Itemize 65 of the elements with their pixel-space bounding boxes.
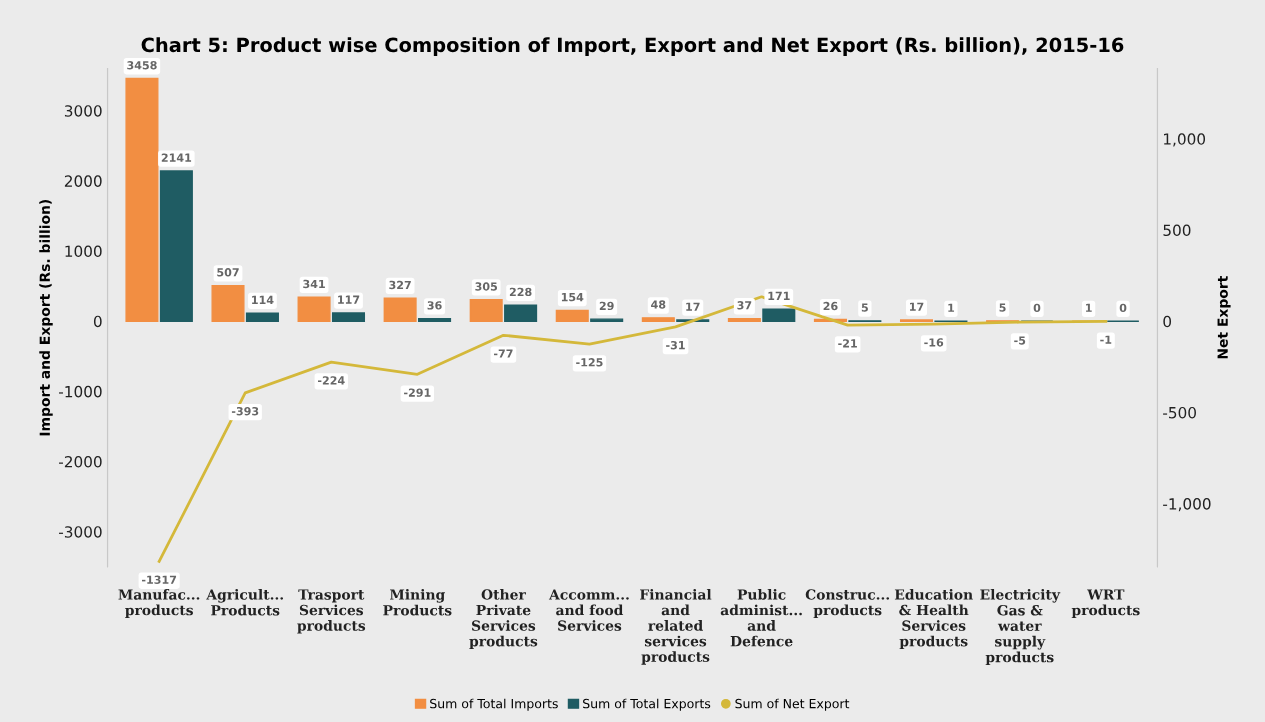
data-label: 3458 bbox=[127, 61, 157, 70]
y2-tick-label: -500 bbox=[1163, 406, 1196, 419]
data-label: -125 bbox=[576, 358, 603, 367]
y-tick-label: 2000 bbox=[64, 175, 102, 187]
x-tick-label: Agricult... Products bbox=[206, 588, 284, 616]
data-label: 341 bbox=[303, 279, 325, 289]
data-label: 2141 bbox=[161, 153, 192, 162]
data-label: -1 bbox=[1100, 335, 1112, 344]
x-tick-label: Electricity Gas & water supply products bbox=[980, 588, 1061, 666]
data-label: -16 bbox=[924, 338, 944, 347]
y2-tick-label: 1,000 bbox=[1164, 133, 1206, 147]
data-label: 114 bbox=[252, 295, 274, 304]
data-label: 228 bbox=[509, 287, 532, 297]
data-label: 1 bbox=[948, 303, 955, 312]
y2-tick-label: -1,000 bbox=[1163, 498, 1211, 512]
data-label: 5 bbox=[861, 303, 868, 312]
legend-label: Sum of Net Export bbox=[735, 698, 850, 711]
x-tick-label: WRT products bbox=[1071, 589, 1140, 618]
data-label: 0 bbox=[1119, 303, 1127, 313]
data-label: 0 bbox=[1033, 303, 1041, 313]
data-label: 5 bbox=[999, 303, 1006, 312]
y-tick-label: 1000 bbox=[65, 245, 102, 258]
x-tick-label: Trasport Services products bbox=[297, 589, 366, 634]
x-tick-label: Construc... products bbox=[805, 589, 890, 618]
y2-tick-label: 500 bbox=[1163, 224, 1191, 237]
y2-axis-title: Net Export bbox=[1217, 276, 1231, 359]
data-label: 48 bbox=[651, 300, 666, 309]
data-label: 26 bbox=[823, 301, 838, 311]
data-label: 171 bbox=[768, 291, 790, 300]
data-label: -393 bbox=[231, 407, 259, 416]
y2-tick-label: 0 bbox=[1163, 315, 1172, 328]
data-label: -291 bbox=[404, 388, 431, 397]
data-label: -31 bbox=[666, 340, 685, 350]
y-tick-label: -1000 bbox=[59, 385, 102, 398]
chart-title: Chart 5: Product wise Composition of Import, Export and Net Export (Rs. billion), 2015-16 bbox=[141, 37, 1124, 56]
y-tick-label: -3000 bbox=[59, 526, 102, 538]
x-tick-label: Other Private Services products bbox=[469, 588, 538, 650]
y-tick-label: -2000 bbox=[59, 455, 102, 468]
data-label: 29 bbox=[599, 301, 614, 311]
x-tick-label: Financial and related services products bbox=[640, 588, 712, 665]
data-label: 36 bbox=[427, 301, 442, 310]
data-label: 327 bbox=[389, 280, 411, 290]
data-label: -224 bbox=[317, 376, 345, 385]
data-label: -5 bbox=[1014, 336, 1026, 345]
data-label: 154 bbox=[561, 293, 584, 302]
y-tick-label: 3000 bbox=[64, 105, 102, 117]
data-label: -1317 bbox=[142, 575, 177, 584]
data-label: 37 bbox=[737, 301, 752, 310]
data-label: 117 bbox=[338, 295, 360, 304]
y-axis-title: Import and Export (Rs. billion) bbox=[39, 199, 53, 436]
data-label: 507 bbox=[217, 268, 239, 277]
x-tick-label: Education & Health Services products bbox=[894, 588, 973, 650]
data-label: -21 bbox=[838, 339, 857, 348]
legend-label: Sum of Total Exports bbox=[583, 698, 711, 711]
data-label: 1 bbox=[1086, 303, 1092, 312]
data-label: 305 bbox=[475, 282, 498, 291]
data-label: 17 bbox=[686, 302, 700, 311]
x-tick-label: Mining Products bbox=[383, 588, 452, 616]
legend-label: Sum of Total Imports bbox=[430, 698, 558, 711]
x-tick-label: Manufac... products bbox=[118, 588, 200, 618]
x-tick-label: Public administ... and Defence bbox=[720, 588, 802, 647]
data-label: -77 bbox=[493, 349, 513, 358]
data-label: 17 bbox=[910, 302, 924, 311]
y-tick-label: 0 bbox=[93, 315, 102, 328]
x-tick-label: Accomm... and food Services bbox=[548, 589, 629, 631]
